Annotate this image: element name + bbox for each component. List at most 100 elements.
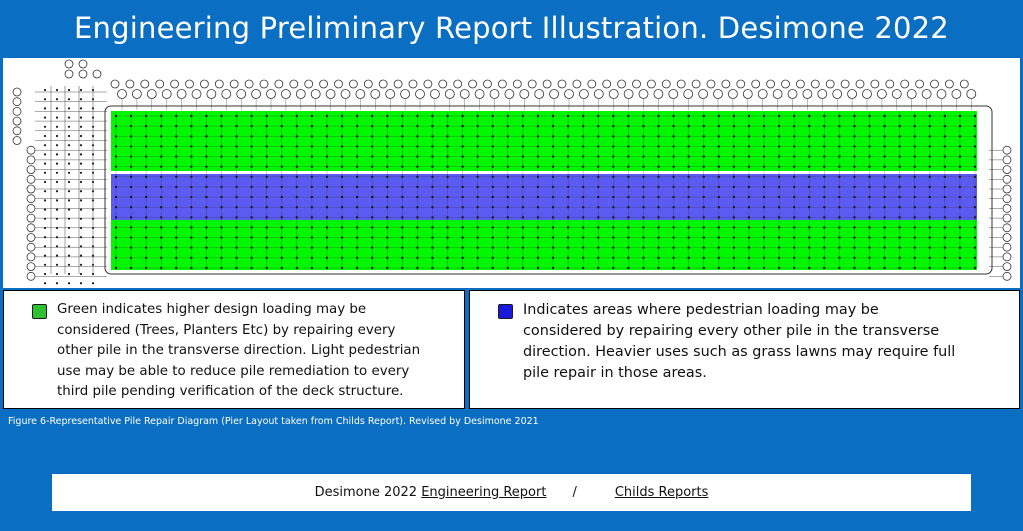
pile-layout-diagram [3, 58, 1020, 288]
pile [566, 124, 570, 128]
grid-bubble [885, 79, 895, 89]
pile [43, 125, 47, 128]
footer-links-bar: Desimone 2022 Engineering Report / Childs … [52, 474, 971, 511]
grid-bubble [26, 165, 36, 174]
pile [913, 206, 916, 209]
pile [295, 124, 299, 128]
pile [868, 256, 871, 260]
pile [220, 195, 223, 199]
pile [79, 171, 83, 174]
pile [310, 165, 314, 168]
pile [43, 282, 47, 285]
pile [868, 165, 871, 168]
blue-swatch [498, 304, 513, 319]
pile [446, 145, 449, 148]
grid-bubble [527, 79, 537, 89]
pile [732, 206, 736, 209]
pile [461, 256, 464, 260]
pile [235, 165, 238, 168]
pile [250, 175, 253, 178]
pile [340, 195, 344, 199]
pile [67, 254, 71, 257]
pile [928, 145, 931, 148]
pile [175, 246, 178, 249]
pile [431, 206, 434, 209]
grid-bubble [266, 89, 276, 99]
grid-bubble [825, 79, 835, 89]
engineering-report-link[interactable]: Engineering Report [421, 485, 547, 500]
pile [129, 236, 133, 239]
pile [566, 246, 570, 249]
pile [114, 165, 118, 168]
pile [808, 195, 811, 199]
pile [235, 226, 238, 229]
pile [325, 256, 329, 260]
pile [973, 206, 977, 209]
pile [943, 226, 947, 229]
pile [160, 236, 163, 239]
pile [67, 153, 71, 156]
pile [853, 165, 856, 168]
pile [973, 165, 977, 168]
pile [808, 266, 811, 270]
pile [295, 266, 299, 270]
pile [175, 236, 178, 239]
pile [386, 165, 389, 168]
pile [973, 226, 977, 229]
grid-bubble [214, 79, 224, 89]
green-zone-bottom [111, 220, 977, 270]
pile [129, 246, 133, 249]
pile [747, 226, 751, 229]
grid-bubble [319, 79, 329, 89]
pier-outline [104, 105, 993, 275]
pile [792, 206, 796, 209]
pile [581, 246, 585, 249]
pile [446, 114, 449, 118]
pile [521, 236, 525, 239]
grid-bubble [251, 89, 262, 99]
pile [762, 155, 766, 158]
pile [370, 206, 374, 209]
pile [114, 195, 118, 199]
pile [581, 185, 585, 189]
pile [943, 145, 947, 148]
pile [325, 114, 329, 118]
pile [386, 145, 389, 148]
pile [657, 124, 660, 128]
pile [732, 246, 736, 249]
pile [114, 256, 118, 260]
pile [250, 145, 253, 148]
pile [416, 195, 419, 199]
grid-bubble [951, 89, 962, 99]
pile [461, 226, 464, 229]
childs-reports-link[interactable]: Childs Reports [614, 485, 709, 500]
pile [431, 216, 434, 219]
pile [958, 206, 962, 209]
grid-bubble [638, 89, 649, 99]
pile [340, 185, 344, 189]
pile [220, 206, 223, 209]
pile [853, 195, 856, 199]
pile [747, 165, 751, 168]
grid-bubble [26, 262, 36, 272]
pile [160, 195, 163, 199]
pile [597, 165, 600, 168]
pile [853, 155, 856, 158]
pile [491, 145, 494, 148]
pile [657, 206, 660, 209]
pile [220, 216, 223, 219]
pile [491, 216, 494, 219]
pile [43, 144, 47, 147]
grid-bubble [945, 79, 954, 89]
pile [853, 185, 856, 189]
pile [777, 256, 781, 260]
legend-blue-line: direction. Heavier uses such as grass la… [523, 344, 956, 360]
pile [762, 206, 766, 209]
pile [883, 145, 886, 148]
pile [67, 199, 71, 202]
pile [310, 175, 314, 178]
pile [823, 145, 826, 148]
pile [973, 145, 977, 148]
pile [325, 226, 329, 229]
grid-bubble [438, 79, 448, 89]
